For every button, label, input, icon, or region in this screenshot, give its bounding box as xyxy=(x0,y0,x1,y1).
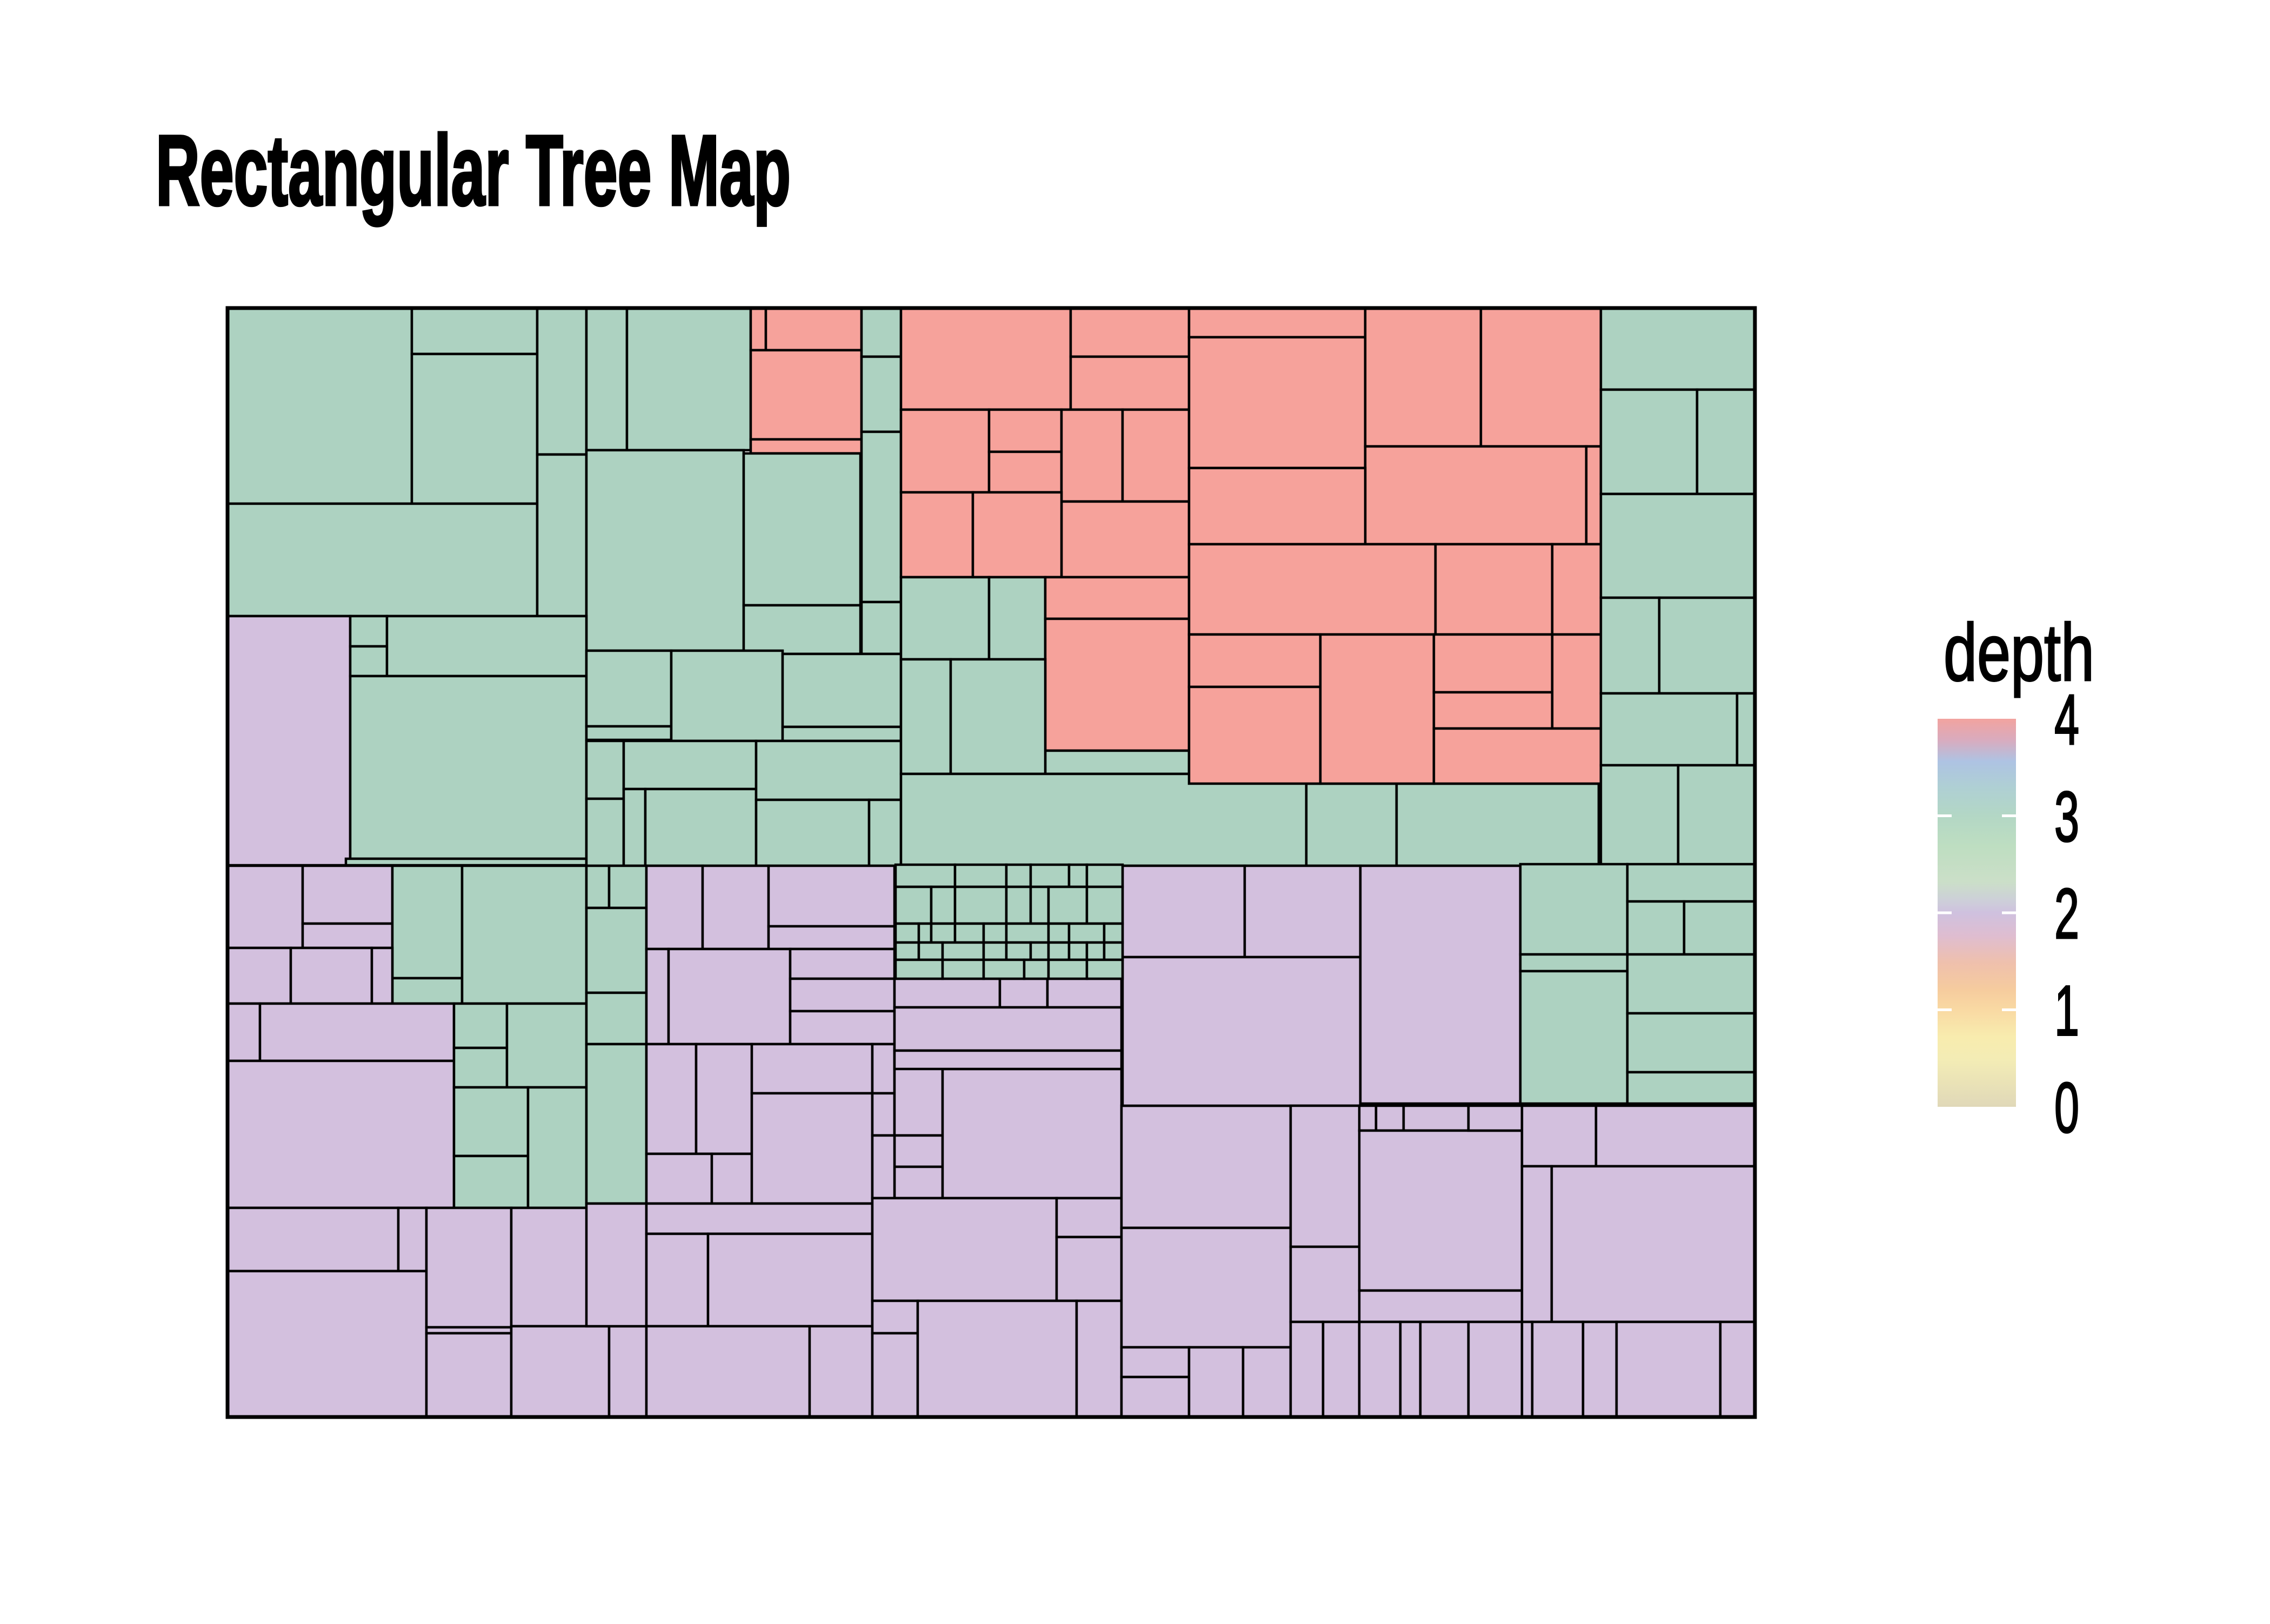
svg-text:4: 4 xyxy=(2054,680,2079,759)
svg-text:0: 0 xyxy=(2054,1068,2079,1147)
svg-text:1: 1 xyxy=(2054,971,2079,1051)
svg-text:3: 3 xyxy=(2054,777,2079,857)
svg-text:Rectangular Tree Map: Rectangular Tree Map xyxy=(156,115,791,226)
svg-text:2: 2 xyxy=(2054,874,2079,953)
svg-text:depth: depth xyxy=(1944,607,2094,698)
